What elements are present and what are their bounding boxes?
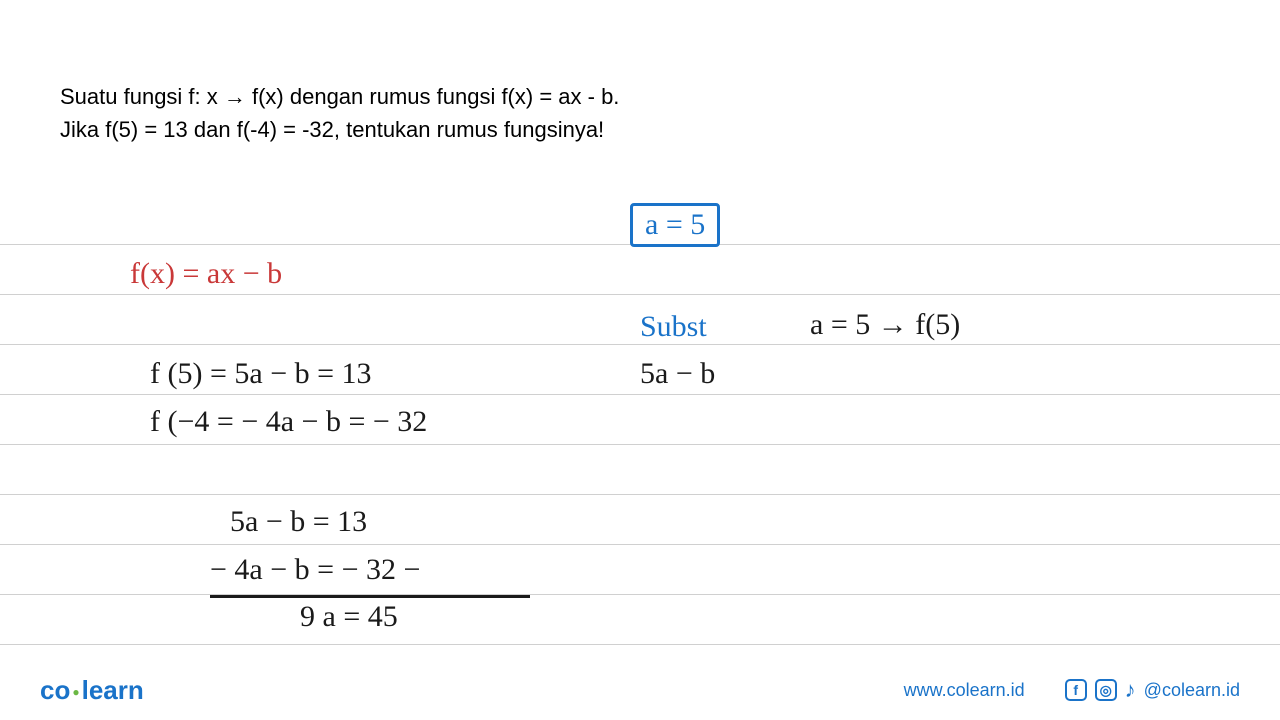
facebook-icon: f [1065, 679, 1087, 701]
logo: co●learn [40, 675, 144, 706]
footer-right: www.colearn.id f ◎ ♪ @colearn.id [904, 677, 1240, 703]
sa-minus-b: 5a − b [640, 357, 715, 391]
elimination-line [210, 595, 530, 598]
lined-paper: a = 5 f(x) = ax − b Subst a = 5 → f(5) f… [0, 195, 1280, 660]
logo-dot: ● [72, 685, 79, 699]
logo-learn: learn [82, 675, 144, 705]
box-text: a = 5 [645, 208, 705, 241]
question-area: Suatu fungsi f: x → f(x) dengan rumus fu… [0, 0, 1280, 166]
elim-eq1: 5a − b = 13 [230, 505, 367, 539]
paper-line [0, 545, 1280, 595]
fx-definition: f(x) = ax − b [130, 257, 282, 291]
a5-arrow-f5: a = 5 → f(5) [810, 308, 960, 342]
instagram-icon: ◎ [1095, 679, 1117, 701]
question-line-2: Jika f(5) = 13 dan f(-4) = -32, tentukan… [60, 113, 1220, 146]
question-line-1: Suatu fungsi f: x → f(x) dengan rumus fu… [60, 80, 1220, 113]
social-handle: @colearn.id [1144, 680, 1240, 701]
elim-result: 9 a = 45 [300, 600, 398, 634]
fneg4-equation: f (−4 = − 4a − b = − 32 [150, 405, 427, 439]
footer-url: www.colearn.id [904, 680, 1025, 701]
subst-label: Subst [640, 310, 707, 344]
paper-line [0, 445, 1280, 495]
paper-line [0, 495, 1280, 545]
elim-eq2: − 4a − b = − 32 − [210, 553, 420, 587]
paper-line [0, 595, 1280, 645]
footer: co●learn www.colearn.id f ◎ ♪ @colearn.i… [0, 660, 1280, 720]
boxed-a-equals-5: a = 5 [630, 203, 720, 247]
logo-co: co [40, 675, 70, 705]
tiktok-icon: ♪ [1125, 677, 1136, 703]
socials: f ◎ ♪ @colearn.id [1065, 677, 1240, 703]
f5-equation: f (5) = 5a − b = 13 [150, 357, 372, 391]
